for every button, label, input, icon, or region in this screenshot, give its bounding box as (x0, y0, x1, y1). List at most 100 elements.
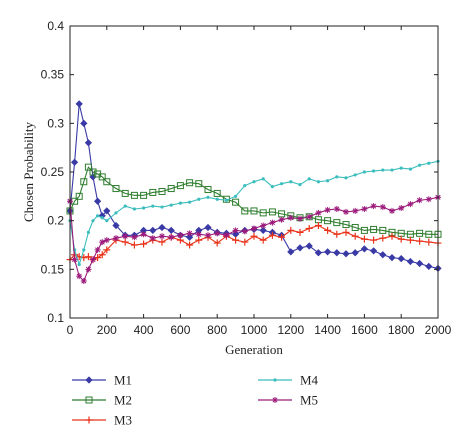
legend-item-m1: M1 (72, 373, 132, 388)
data-point-m4 (399, 166, 403, 170)
legend-swatch-marker (85, 396, 93, 404)
data-point-m3 (195, 236, 203, 244)
data-point-m5 (94, 246, 101, 253)
data-point-m5 (186, 230, 193, 237)
legend-label: M1 (114, 373, 132, 388)
data-point-m4 (86, 230, 90, 234)
data-point-m4 (206, 195, 210, 199)
data-point-m5 (241, 228, 248, 235)
x-tick-label: 800 (207, 323, 227, 337)
data-point-m5 (425, 196, 432, 203)
data-point-m5 (159, 233, 165, 240)
x-axis: 0 200 400 600 800 1000 1200 1400 1600 1800 2000 (67, 26, 452, 337)
data-point-m5 (306, 213, 313, 220)
data-point-m1 (287, 248, 295, 256)
data-point-m4 (142, 206, 146, 210)
data-point-m3 (388, 232, 396, 240)
y-axis-title: Chosen Probability (21, 121, 36, 222)
data-point-m1 (333, 249, 341, 257)
data-point-m5 (269, 219, 276, 226)
data-point-m4 (123, 204, 127, 208)
data-point-m5 (389, 207, 395, 214)
data-point-m2 (75, 192, 83, 200)
data-point-m1 (351, 249, 359, 257)
data-point-m2 (140, 191, 148, 199)
data-point-m5 (407, 201, 414, 208)
data-point-m4 (427, 161, 431, 165)
data-point-m3 (213, 239, 221, 247)
x-tick-label: 1800 (388, 323, 415, 337)
x-tick-label: 1400 (314, 323, 341, 337)
data-point-m5 (131, 234, 138, 241)
data-point-m3 (98, 251, 106, 259)
data-point-m4 (82, 248, 86, 252)
x-tick-label: 0 (67, 323, 74, 337)
data-point-m4 (344, 176, 348, 180)
data-point-m5 (71, 256, 78, 263)
data-point-m3 (186, 241, 194, 249)
y-tick-label: 0.2 (47, 214, 64, 228)
data-point-m5 (379, 204, 386, 211)
data-point-m1 (369, 247, 378, 255)
legend-item-m3: M3 (72, 413, 132, 428)
data-point-m1 (80, 119, 88, 127)
series-line-m4 (69, 160, 439, 267)
data-point-m3 (342, 228, 350, 236)
y-tick-label: 0.25 (41, 165, 65, 179)
data-point-m2 (241, 207, 249, 215)
data-point-m5 (205, 232, 211, 239)
data-point-m5 (352, 207, 359, 214)
y-tick-label: 0.35 (41, 68, 65, 82)
data-point-m4 (178, 201, 182, 205)
data-point-m4 (326, 179, 330, 183)
data-point-m1 (259, 226, 267, 235)
data-point-m2 (167, 185, 175, 193)
y-tick-label: 0.4 (47, 19, 64, 33)
data-point-m3 (103, 246, 111, 254)
data-point-m1 (204, 223, 212, 232)
data-point-m2 (80, 178, 88, 186)
data-point-m2 (232, 198, 240, 206)
data-point-m4 (335, 175, 339, 179)
data-point-m3 (232, 236, 240, 244)
plot-frame (69, 25, 439, 319)
legend: M1 M2 M3 M4 M5 (72, 373, 319, 428)
data-point-m5 (333, 205, 340, 212)
data-point-m5 (113, 235, 119, 242)
data-point-m3 (305, 224, 313, 232)
data-point-m2 (259, 209, 267, 217)
data-point-m5 (361, 205, 368, 212)
data-point-m2 (103, 178, 111, 186)
data-point-m4 (381, 168, 385, 172)
data-point-m4 (77, 262, 81, 267)
data-point-m4 (408, 167, 412, 171)
data-point-m1 (305, 242, 313, 250)
series-m1 (66, 100, 442, 272)
data-point-m3 (241, 238, 249, 246)
data-point-m3 (379, 234, 387, 242)
data-point-m4 (114, 211, 118, 215)
data-point-m2 (333, 219, 341, 227)
data-point-m5 (168, 234, 175, 241)
data-point-m1 (93, 197, 102, 205)
data-point-m4 (316, 180, 320, 184)
y-tick-label: 0.3 (47, 116, 64, 130)
data-point-m2 (130, 191, 138, 199)
data-point-m1 (167, 226, 175, 235)
data-point-m2 (89, 168, 97, 176)
data-point-m1 (415, 259, 424, 268)
series-layer (66, 100, 442, 285)
data-point-m3 (425, 238, 433, 246)
data-point-m5 (232, 227, 239, 234)
data-point-m1 (112, 221, 120, 230)
x-tick-label: 1000 (241, 323, 268, 337)
data-point-m4 (160, 205, 164, 209)
data-point-m3 (121, 238, 129, 246)
data-point-m2 (416, 229, 424, 237)
data-point-m2 (176, 182, 184, 190)
data-point-m4 (169, 203, 173, 207)
data-point-m5 (149, 235, 156, 242)
data-point-m1 (70, 158, 79, 166)
legend-item-m5: M5 (258, 393, 318, 408)
data-point-m5 (76, 273, 83, 280)
